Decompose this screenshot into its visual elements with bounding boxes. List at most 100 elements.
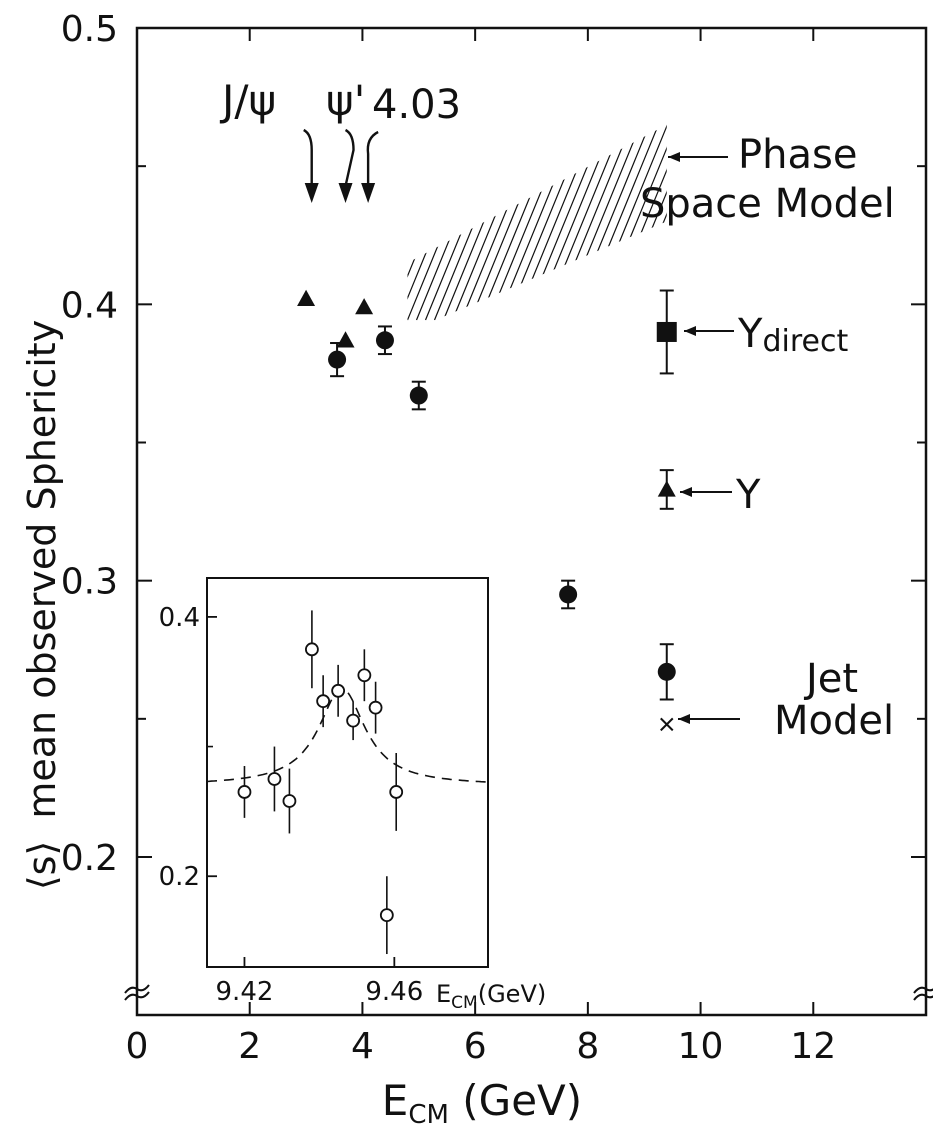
x-tick-label: 0 bbox=[126, 1026, 149, 1067]
resonance-arrow-shaft bbox=[344, 128, 355, 187]
inset-data-points bbox=[237, 610, 404, 955]
upsilon-arrowhead bbox=[680, 487, 692, 497]
hatch-line bbox=[550, 124, 643, 321]
inset-ticks bbox=[207, 616, 396, 967]
marker-open-circle bbox=[237, 785, 252, 799]
x-tick-label: 4 bbox=[351, 1026, 374, 1067]
hatch-line bbox=[282, 100, 372, 320]
marker-cross-b bbox=[660, 717, 674, 732]
hatch-line bbox=[523, 124, 616, 321]
marker-open-circle bbox=[316, 694, 331, 709]
hatch-line bbox=[120, 100, 210, 320]
inset-x-axis-label-main: E bbox=[436, 980, 451, 1008]
jet-label: Jet bbox=[803, 656, 858, 702]
hatch-line bbox=[559, 124, 652, 321]
y-axis-label: ⟨s⟩ mean observed Sphericity bbox=[20, 320, 64, 890]
x-tick-label: 6 bbox=[464, 1026, 487, 1067]
hatch-line bbox=[532, 124, 625, 321]
marker-filled-circle bbox=[328, 350, 347, 369]
y-tick-label: 0.2 bbox=[61, 838, 118, 879]
upsilon-direct-label-main: Υ bbox=[737, 311, 763, 357]
marker-filled-circle bbox=[409, 386, 428, 405]
hatch-line bbox=[514, 124, 607, 321]
hatch-line bbox=[912, 100, 933, 320]
hatch-line bbox=[541, 124, 634, 321]
marker-open-circle bbox=[357, 668, 372, 683]
resonance-arrowhead bbox=[304, 183, 319, 203]
hatch-line bbox=[174, 100, 264, 320]
inset-y-tick-label: 0.2 bbox=[159, 862, 200, 892]
x-axis-label-main: E bbox=[382, 1076, 409, 1125]
hatch-line bbox=[219, 100, 309, 320]
marker-open-circle bbox=[389, 785, 404, 799]
inset-x-axis-label-sub: CM bbox=[451, 993, 478, 1013]
marker-filled-circle bbox=[657, 662, 676, 681]
jet-model-arrowhead bbox=[678, 714, 690, 724]
hatch-line bbox=[147, 100, 237, 320]
main-axis-ticks bbox=[136, 27, 926, 1015]
marker-filled-circle bbox=[375, 331, 394, 350]
hatch-line bbox=[246, 100, 336, 320]
side-labels: Υdirect Υ Jet Model bbox=[678, 311, 894, 744]
marker-filled-triangle bbox=[336, 331, 355, 348]
inset-tick-labels: 9.42 9.46 0.2 0.4 bbox=[159, 603, 424, 1007]
hatch-line bbox=[496, 124, 589, 321]
x-tick-label: 2 bbox=[238, 1026, 261, 1067]
hatch-line bbox=[442, 124, 535, 321]
marker-open-circle bbox=[368, 700, 383, 715]
resonance-label-psiprime: ψ' bbox=[326, 76, 365, 125]
hatch-line bbox=[903, 100, 933, 320]
hatch-line bbox=[505, 124, 598, 321]
upsilon-direct-label-sub: direct bbox=[762, 324, 848, 359]
hatch-line bbox=[111, 100, 201, 320]
inset-x-axis-label-unit: (GeV) bbox=[478, 980, 547, 1008]
hatch-line bbox=[255, 100, 345, 320]
y-axis-symbol: ⟨s⟩ bbox=[20, 841, 64, 890]
model-label: Model bbox=[774, 698, 894, 744]
hatch-line bbox=[487, 124, 580, 321]
marker-filled-triangle bbox=[355, 298, 374, 315]
marker-filled-circle bbox=[559, 585, 578, 604]
marker-open-circle bbox=[331, 683, 346, 698]
inset-chart: 9.42 9.46 0.2 0.4 ECM(GeV) bbox=[159, 577, 546, 1013]
main-tick-labels: 0 2 4 6 8 10 12 0.2 0.3 0.4 0.5 bbox=[61, 9, 836, 1067]
hatch-line bbox=[192, 100, 282, 320]
upsilon-direct-arrowhead bbox=[684, 326, 696, 336]
hatch-line bbox=[478, 124, 571, 321]
y-tick-label: 0.3 bbox=[61, 562, 118, 603]
main-plot-frame bbox=[135, 26, 928, 1017]
marker-open-circle bbox=[282, 794, 297, 808]
x-tick-label: 8 bbox=[576, 1026, 599, 1067]
hatch-line bbox=[291, 100, 381, 320]
resonance-arrowhead bbox=[338, 183, 353, 203]
hatch-line bbox=[451, 124, 544, 321]
hatch-line bbox=[183, 100, 273, 320]
inset-x-tick-label: 9.42 bbox=[216, 977, 274, 1007]
resonance-arrows: J/ψ ψ' 4.03 bbox=[219, 76, 461, 203]
upsilon-direct-label: Υdirect bbox=[737, 311, 848, 359]
hatch-line bbox=[228, 100, 318, 320]
axis-break-right bbox=[913, 986, 933, 1001]
phase-space-label-line2: Space Model bbox=[640, 181, 895, 227]
x-axis-label-unit: (GeV) bbox=[449, 1076, 582, 1125]
inset-x-tick-label: 9.46 bbox=[365, 977, 423, 1007]
hatch-line bbox=[156, 100, 246, 320]
y-axis-title: mean observed Sphericity bbox=[20, 320, 64, 819]
inset-frame bbox=[206, 577, 489, 968]
hatch-line bbox=[237, 100, 327, 320]
hatch-line bbox=[129, 100, 219, 320]
hatch-line bbox=[407, 124, 418, 321]
x-axis-label-sub: CM bbox=[408, 1100, 449, 1130]
y-tick-label: 0.5 bbox=[61, 9, 118, 50]
marker-open-circle bbox=[346, 713, 361, 728]
hatch-line bbox=[201, 100, 291, 320]
inset-x-axis-label: ECM(GeV) bbox=[436, 980, 546, 1013]
x-tick-label: 10 bbox=[678, 1026, 724, 1067]
hatch-line bbox=[309, 100, 399, 320]
marker-open-circle bbox=[379, 908, 394, 923]
resonance-arrow-shaft bbox=[303, 128, 313, 186]
phase-space-label-line1: Phase bbox=[738, 132, 857, 178]
upsilon-label: Υ bbox=[735, 472, 761, 518]
phase-space-label: Phase Space Model bbox=[640, 132, 895, 227]
